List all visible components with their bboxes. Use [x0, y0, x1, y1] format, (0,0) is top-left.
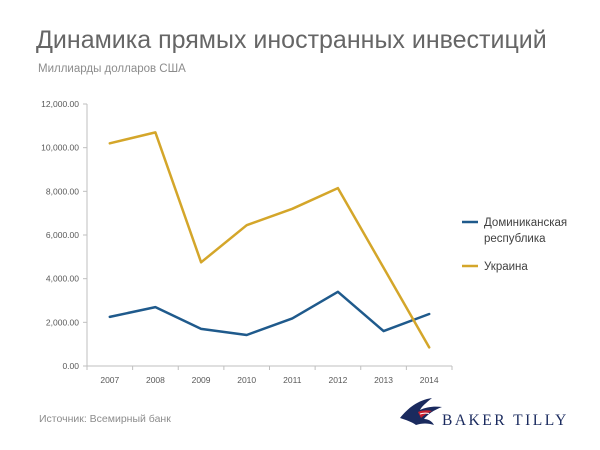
baker-tilly-logo: BAKER TILLY: [398, 392, 588, 436]
x-tick-label: 2013: [374, 375, 393, 385]
chart-subtitle: Миллиарды долларов США: [38, 63, 186, 75]
y-tick-label: 6,000.00: [46, 230, 79, 240]
logo-text: BAKER TILLY: [442, 412, 569, 429]
legend-label: республика: [484, 233, 546, 245]
chart-legend: Доминиканская республика Украина: [462, 217, 567, 273]
chart-series: [108, 131, 431, 349]
y-tick-label: 0.00: [62, 361, 79, 371]
x-tick-label: 2014: [420, 375, 439, 385]
y-tick-label: 2,000.00: [46, 317, 79, 327]
x-tick-label: 2011: [283, 375, 302, 385]
x-tick-label: 2007: [100, 375, 119, 385]
source-note: Источник: Всемирный банк: [39, 413, 171, 425]
chart-title: Динамика прямых иностранных инвестиций: [36, 26, 547, 54]
y-tick-label: 8,000.00: [46, 186, 79, 196]
x-tick-label: 2010: [237, 375, 256, 385]
eagle-logo-icon: [400, 398, 442, 425]
x-tick-label: 2009: [192, 375, 211, 385]
chart-axes: 0.00 2,000.00 4,000.00 6,000.00 8,000.00 10,0…: [41, 99, 453, 385]
y-tick-label: 10,000.00: [41, 143, 79, 153]
legend-label: Доминиканская: [484, 217, 567, 229]
legend-label: Украина: [484, 261, 528, 273]
x-tick-label: 2008: [146, 375, 165, 385]
series-line-0: [108, 290, 431, 337]
y-tick-label: 4,000.00: [46, 274, 79, 284]
y-tick-label: 12,000.00: [41, 99, 79, 109]
x-tick-label: 2012: [328, 375, 347, 385]
series-line-1: [108, 131, 431, 349]
